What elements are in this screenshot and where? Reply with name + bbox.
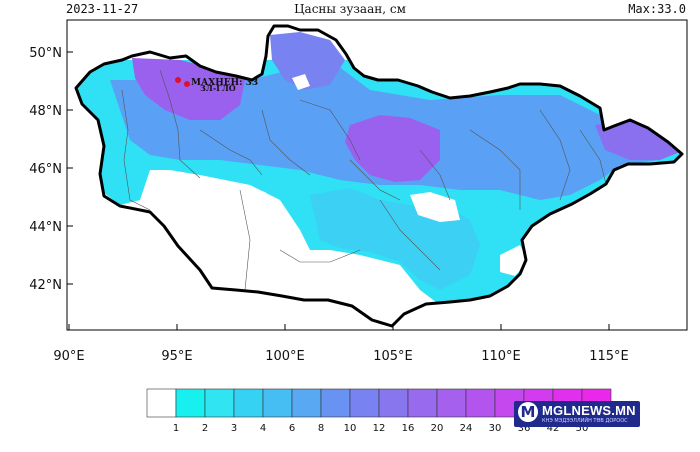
colorbar-label: 8: [318, 423, 324, 434]
logo-mark: M: [518, 402, 538, 422]
date-label: 2023-11-27: [66, 2, 139, 16]
lat-label-46: 46°N: [29, 162, 62, 177]
colorbar-label: 16: [402, 423, 415, 434]
colorbar-label: 20: [431, 423, 444, 434]
colorbar-label: 24: [460, 423, 473, 434]
mglnews-logo: M MGLNEWS.MN КНЭ МЭДЭЭЛЛИЙН ТӨВ ДОРООС: [514, 401, 640, 427]
colorbar-label: 36: [518, 423, 531, 434]
lon-label-105: 105°E: [373, 349, 413, 364]
colorbar-swatch: [378, 388, 409, 418]
colorbar-swatch: [262, 388, 293, 418]
lon-label-110: 110°E: [481, 349, 521, 364]
no-snow-southwest: [150, 175, 305, 290]
colorbar-swatch: [465, 388, 496, 418]
colorbar-swatch: [407, 388, 438, 418]
lat-label-50: 50°N: [29, 46, 62, 61]
no-snow-patch-3: [292, 74, 310, 90]
colorbar-label: 42: [547, 423, 560, 434]
station-marker: [184, 81, 190, 87]
colorbar-label: 10: [344, 423, 357, 434]
station-label: МАХНЕН: 33: [191, 78, 258, 88]
colorbar-label: 3: [231, 423, 237, 434]
lon-label-90: 90°E: [53, 349, 84, 364]
country-border: [74, 24, 684, 328]
station-sublabel: ЗЛ-ГЛО: [200, 83, 236, 93]
latitude-axis: 50°N 48°N 46°N 44°N 42°N: [29, 46, 73, 293]
max-value-label: Max:33.0: [628, 2, 686, 16]
lon-label-95: 95°E: [161, 349, 192, 364]
snow-heavy-central: [345, 115, 440, 182]
colorbar-label: 30: [489, 423, 502, 434]
colorbar-swatch: [436, 388, 467, 418]
lat-label-42: 42°N: [29, 278, 62, 293]
colorbar-label: 1: [173, 423, 179, 434]
colorbar-label: 12: [373, 423, 386, 434]
logo-tagline: КНЭ МЭДЭЭЛЛИЙН ТӨВ ДОРООС: [542, 418, 628, 424]
colorbar-swatch: [204, 388, 235, 418]
longitude-axis: 90°E 95°E 100°E 105°E 110°E 115°E: [53, 324, 629, 364]
lat-label-48: 48°N: [29, 104, 62, 119]
colorbar-swatch: [146, 388, 177, 418]
colorbar-label: 4: [260, 423, 266, 434]
colorbar-label: 6: [289, 423, 295, 434]
colorbar-swatch: [320, 388, 351, 418]
logo-name: MGLNEWS.MN: [542, 403, 636, 418]
lat-label-44: 44°N: [29, 220, 62, 235]
colorbar-swatch: [233, 388, 264, 418]
colorbar-label: 2: [202, 423, 208, 434]
snow-north-patch: [270, 32, 345, 90]
colorbar-swatch: [349, 388, 380, 418]
colorbar-label: 50: [576, 423, 589, 434]
snow-heavy-east: [595, 120, 680, 160]
province-boundaries: [121, 69, 607, 291]
max-station-marker: [175, 77, 181, 83]
map-title: Цасны зузаан, см: [294, 2, 406, 16]
colorbar-swatch: [291, 388, 322, 418]
lon-label-100: 100°E: [265, 349, 305, 364]
no-snow-patch-1: [410, 192, 460, 222]
colorbar-swatch: [175, 388, 206, 418]
lon-label-115: 115°E: [589, 349, 629, 364]
